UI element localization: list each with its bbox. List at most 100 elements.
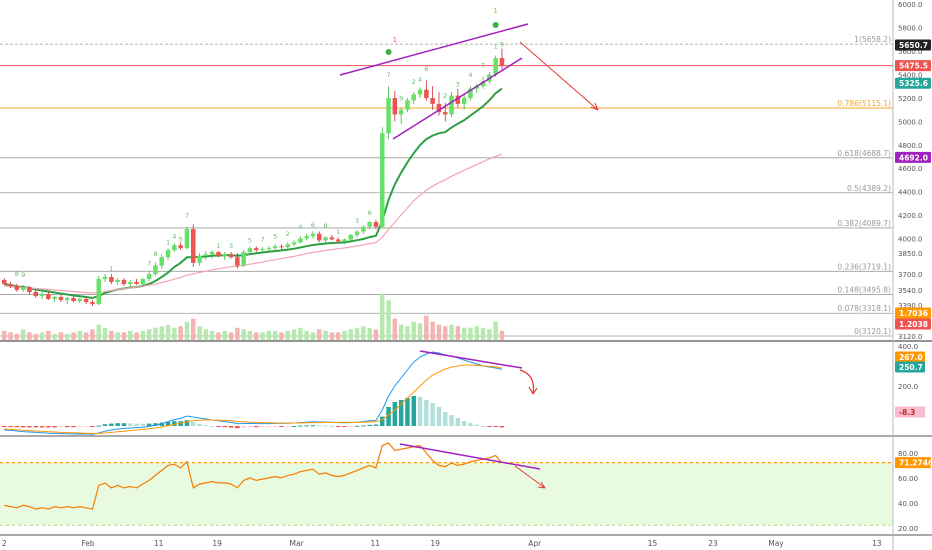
macd-histogram-bar[interactable] bbox=[342, 426, 347, 427]
candle-body[interactable] bbox=[96, 279, 102, 304]
macd-histogram-bar[interactable] bbox=[291, 426, 297, 427]
candle-body[interactable] bbox=[20, 287, 26, 290]
volume-bar[interactable] bbox=[367, 327, 372, 340]
macd-histogram-bar[interactable] bbox=[430, 403, 435, 426]
rsi-panel[interactable]: 80.00 60.00 40.00 20.00 71.2746 bbox=[0, 442, 932, 536]
candle[interactable] bbox=[153, 262, 158, 276]
macd-histogram-bar[interactable] bbox=[260, 426, 265, 427]
volume-bar[interactable] bbox=[436, 324, 442, 340]
candle[interactable] bbox=[304, 233, 309, 241]
volume-bar[interactable] bbox=[27, 332, 32, 340]
macd-histogram-bar[interactable] bbox=[52, 426, 57, 428]
macd-histogram-bar[interactable] bbox=[285, 426, 291, 427]
ema_fast-line[interactable] bbox=[4, 87, 503, 300]
macd-histogram-bar[interactable] bbox=[27, 426, 32, 428]
volume-bar[interactable] bbox=[424, 315, 429, 340]
candle-body[interactable] bbox=[115, 280, 120, 282]
macd-histogram-bar[interactable] bbox=[279, 426, 284, 427]
candle[interactable] bbox=[411, 92, 417, 104]
wedge-upper-line[interactable] bbox=[339, 23, 529, 76]
macd-histogram-bar[interactable] bbox=[417, 397, 423, 426]
candle[interactable] bbox=[184, 226, 190, 250]
volume-bar[interactable] bbox=[480, 327, 486, 340]
macd-histogram-bar[interactable] bbox=[191, 422, 196, 426]
macd-histogram-bar[interactable] bbox=[335, 426, 341, 427]
candle[interactable] bbox=[235, 253, 240, 269]
volume-bar[interactable] bbox=[235, 327, 240, 340]
macd-histogram-bar[interactable] bbox=[172, 421, 177, 426]
candle-body[interactable] bbox=[317, 233, 322, 241]
volume-bar[interactable] bbox=[52, 333, 57, 340]
candle-body[interactable] bbox=[480, 81, 486, 87]
macd-histogram-bar[interactable] bbox=[455, 418, 461, 426]
rsi-line[interactable] bbox=[4, 442, 503, 510]
macd-histogram-bar[interactable] bbox=[102, 424, 108, 426]
candle-body[interactable] bbox=[329, 237, 335, 240]
candle[interactable] bbox=[260, 247, 265, 253]
macd-histogram-bar[interactable] bbox=[392, 402, 398, 426]
candle-body[interactable] bbox=[304, 236, 309, 239]
volume-bar[interactable] bbox=[461, 327, 467, 340]
candle-body[interactable] bbox=[153, 265, 158, 274]
volume-bar[interactable] bbox=[33, 333, 39, 340]
candle[interactable] bbox=[461, 93, 467, 110]
macd-histogram-bar[interactable] bbox=[77, 426, 83, 427]
volume-bar[interactable] bbox=[487, 329, 492, 340]
volume-bar[interactable] bbox=[46, 330, 51, 340]
volume-bar[interactable] bbox=[266, 330, 272, 340]
candle-body[interactable] bbox=[241, 252, 246, 266]
volume-bar[interactable] bbox=[128, 330, 133, 340]
candle[interactable] bbox=[405, 98, 410, 113]
macd-histogram-bar[interactable] bbox=[487, 426, 492, 427]
candle[interactable] bbox=[109, 274, 114, 284]
candle-body[interactable] bbox=[417, 89, 423, 95]
macd-projection-arrow[interactable] bbox=[519, 369, 535, 395]
volume-bar[interactable] bbox=[115, 332, 120, 340]
candle-body[interactable] bbox=[121, 280, 127, 284]
candle-body[interactable] bbox=[247, 248, 253, 253]
volume-bar[interactable] bbox=[96, 324, 102, 340]
candle-body[interactable] bbox=[279, 246, 284, 248]
candle-body[interactable] bbox=[348, 234, 354, 240]
candle-body[interactable] bbox=[430, 98, 435, 104]
candle[interactable] bbox=[58, 295, 64, 302]
candle-body[interactable] bbox=[191, 229, 196, 263]
macd-histogram-bar[interactable] bbox=[121, 423, 127, 426]
candle[interactable] bbox=[140, 278, 146, 286]
macd-histogram-bar[interactable] bbox=[159, 422, 165, 426]
volume-bar[interactable] bbox=[90, 329, 95, 340]
candle[interactable] bbox=[266, 246, 272, 252]
volume-bar[interactable] bbox=[474, 326, 480, 340]
candle-body[interactable] bbox=[197, 255, 202, 263]
macd-histogram-bar[interactable] bbox=[83, 426, 89, 427]
candle-body[interactable] bbox=[58, 297, 64, 300]
macd-histogram-bar[interactable] bbox=[348, 426, 354, 427]
candle-body[interactable] bbox=[134, 282, 139, 284]
volume-bar[interactable] bbox=[254, 332, 259, 340]
macd-histogram-bar[interactable] bbox=[317, 425, 322, 427]
macd-histogram-bar[interactable] bbox=[235, 426, 240, 429]
volume-bar[interactable] bbox=[392, 318, 398, 340]
macd-histogram-bar[interactable] bbox=[386, 407, 391, 426]
macd-divergence-line[interactable] bbox=[419, 350, 523, 369]
macd-histogram-bar[interactable] bbox=[380, 416, 385, 426]
candle-body[interactable] bbox=[424, 89, 429, 98]
volume-bar[interactable] bbox=[247, 330, 253, 340]
candle-body[interactable] bbox=[128, 282, 133, 284]
candle-body[interactable] bbox=[46, 294, 51, 299]
candle[interactable] bbox=[90, 300, 95, 307]
candle[interactable] bbox=[20, 285, 26, 292]
candle[interactable] bbox=[121, 278, 127, 286]
candle[interactable] bbox=[468, 86, 473, 101]
macd-histogram-bar[interactable] bbox=[46, 426, 51, 428]
candle-body[interactable] bbox=[449, 95, 454, 115]
volume-bar[interactable] bbox=[39, 332, 45, 340]
candle-body[interactable] bbox=[499, 58, 505, 66]
candle[interactable] bbox=[342, 238, 347, 245]
candle-body[interactable] bbox=[285, 244, 291, 248]
macd-histogram-bar[interactable] bbox=[247, 426, 253, 428]
candle-body[interactable] bbox=[146, 274, 152, 279]
candle-body[interactable] bbox=[392, 98, 398, 115]
